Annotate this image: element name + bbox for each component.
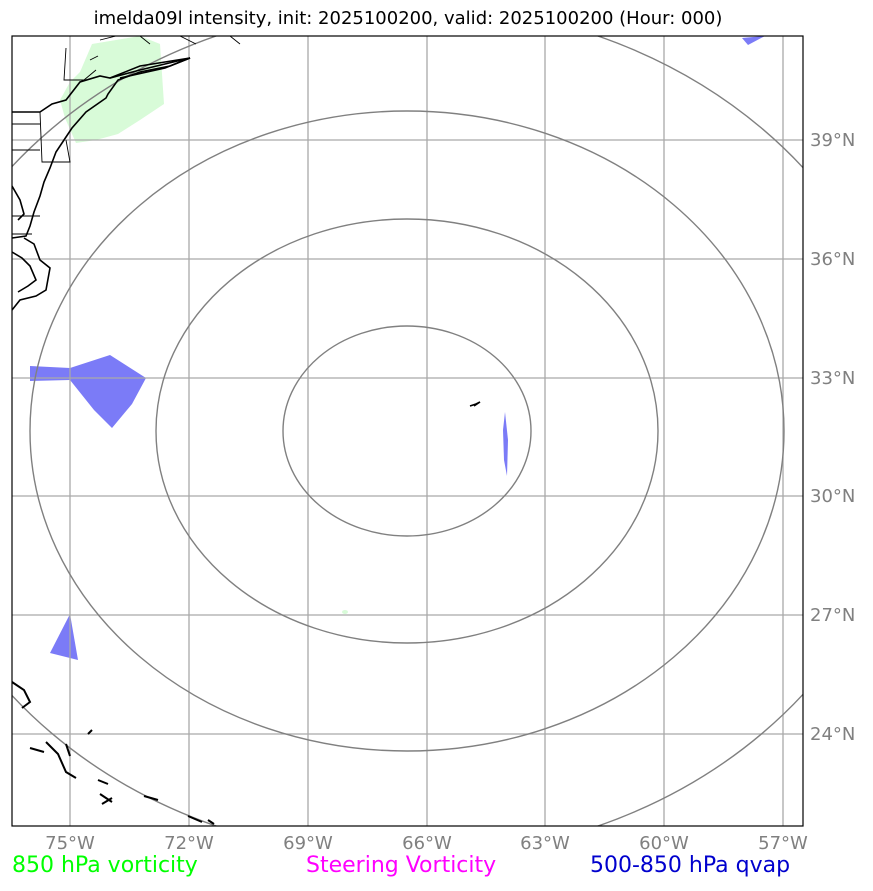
ring-second [155,218,659,644]
state-borders [12,36,241,235]
qvap-area-northeast [742,36,765,45]
graticule [12,36,803,826]
lat-label: 39°N [810,130,855,151]
lon-label: 69°W [283,833,333,854]
chesapeake-coast [12,185,51,311]
lat-label: 33°N [810,368,855,389]
long-island-coast [109,57,191,79]
lat-label: 36°N [810,249,855,270]
legend-steering-vorticity: Steering Vorticity [306,853,497,878]
florida-bahamas-coast [12,681,32,709]
plot-frame [11,35,804,827]
latitude-labels: 39°N 36°N 33°N 30°N 27°N 24°N [810,130,855,745]
caribbean-islands [12,681,215,825]
lat-label: 24°N [810,724,855,745]
lon-label: 66°W [402,833,452,854]
lat-label: 30°N [810,486,855,507]
qvap-area-east [503,412,508,476]
legend-vorticity-850: 850 hPa vorticity [12,853,198,878]
ring-outer [12,36,803,826]
lon-label: 72°W [164,833,214,854]
lat-label: 27°N [810,605,855,626]
qvap-area-west [30,355,146,428]
lon-label: 57°W [758,833,808,854]
lon-label: 60°W [639,833,689,854]
lon-label: 63°W [520,833,570,854]
ring-inner [282,325,532,537]
carolina-coast [12,251,37,293]
map-title: imelda09l intensity, init: 2025100200, v… [93,8,723,29]
northeast-us-coast [12,57,191,239]
ring-third [29,110,785,752]
qvap-area-south [50,614,78,660]
bahamas-islands [29,729,215,825]
vorticity-850-spot [342,610,348,614]
bermuda [469,401,481,407]
distance-rings [12,36,803,826]
longitude-labels: 75°W 72°W 69°W 66°W 63°W 60°W 57°W [45,833,808,854]
lon-label: 75°W [45,833,95,854]
legend-qvap: 500-850 hPa qvap [590,853,791,878]
coastlines [12,57,481,407]
